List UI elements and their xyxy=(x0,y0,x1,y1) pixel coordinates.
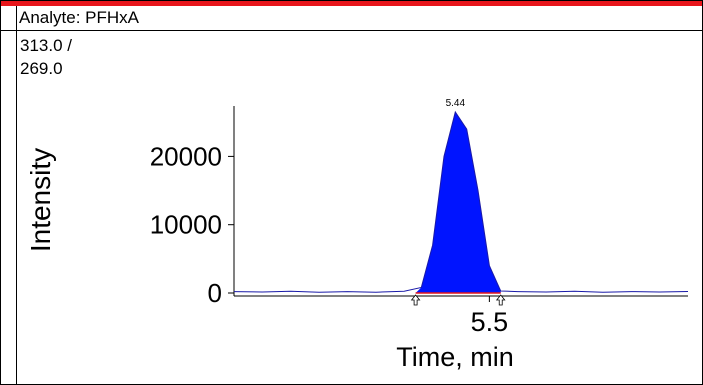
analyte-header: Analyte: PFHxA xyxy=(1,6,702,31)
y-tick-label: 0 xyxy=(208,278,222,308)
mrm-transition: 313.0 / 269.0 xyxy=(20,34,72,80)
analyte-label: Analyte: PFHxA xyxy=(19,8,139,27)
y-tick-label: 20000 xyxy=(150,141,222,171)
x-axis-label: Time, min xyxy=(396,342,514,372)
boundary-arrow-icon xyxy=(495,294,506,306)
y-tick-group: 0 10000 20000 xyxy=(150,141,234,308)
chromatogram-trace xyxy=(233,110,689,293)
transition-q3: 269.0 xyxy=(20,59,63,78)
y-axis-label: Intensity xyxy=(25,148,56,252)
x-tick-group: 5.5 xyxy=(471,296,509,337)
y-tick-label: 10000 xyxy=(150,210,222,240)
peak-area xyxy=(415,112,501,293)
top-accent-bar xyxy=(0,0,703,6)
transition-q1: 313.0 / xyxy=(20,36,72,55)
peak-boundary-markers xyxy=(410,294,506,306)
peak-rt-label: 5.44 xyxy=(446,98,466,109)
boundary-arrow-icon xyxy=(410,294,421,306)
left-divider xyxy=(16,6,17,385)
x-tick-label: 5.5 xyxy=(471,307,509,337)
